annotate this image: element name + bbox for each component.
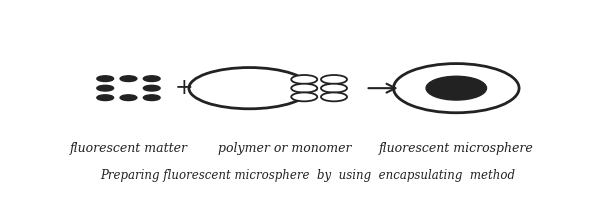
Circle shape xyxy=(321,92,347,101)
Text: fluorescent microsphere: fluorescent microsphere xyxy=(379,142,533,155)
Circle shape xyxy=(120,95,137,101)
Circle shape xyxy=(97,85,113,91)
Circle shape xyxy=(321,75,347,84)
Text: Preparing fluorescent microsphere  by  using  encapsulating  method: Preparing fluorescent microsphere by usi… xyxy=(100,169,515,182)
Circle shape xyxy=(312,89,317,91)
Ellipse shape xyxy=(426,76,487,100)
Text: fluorescent matter: fluorescent matter xyxy=(70,142,187,155)
Circle shape xyxy=(291,92,317,101)
Ellipse shape xyxy=(394,64,519,113)
Circle shape xyxy=(189,68,310,109)
Circle shape xyxy=(143,76,160,82)
Circle shape xyxy=(120,76,137,82)
Circle shape xyxy=(143,95,160,101)
Circle shape xyxy=(291,84,317,93)
Text: polymer or monomer: polymer or monomer xyxy=(218,142,351,155)
Circle shape xyxy=(97,76,113,82)
Circle shape xyxy=(97,95,113,101)
Circle shape xyxy=(143,85,160,91)
Text: +: + xyxy=(175,77,194,99)
Circle shape xyxy=(321,84,347,93)
Circle shape xyxy=(291,75,317,84)
